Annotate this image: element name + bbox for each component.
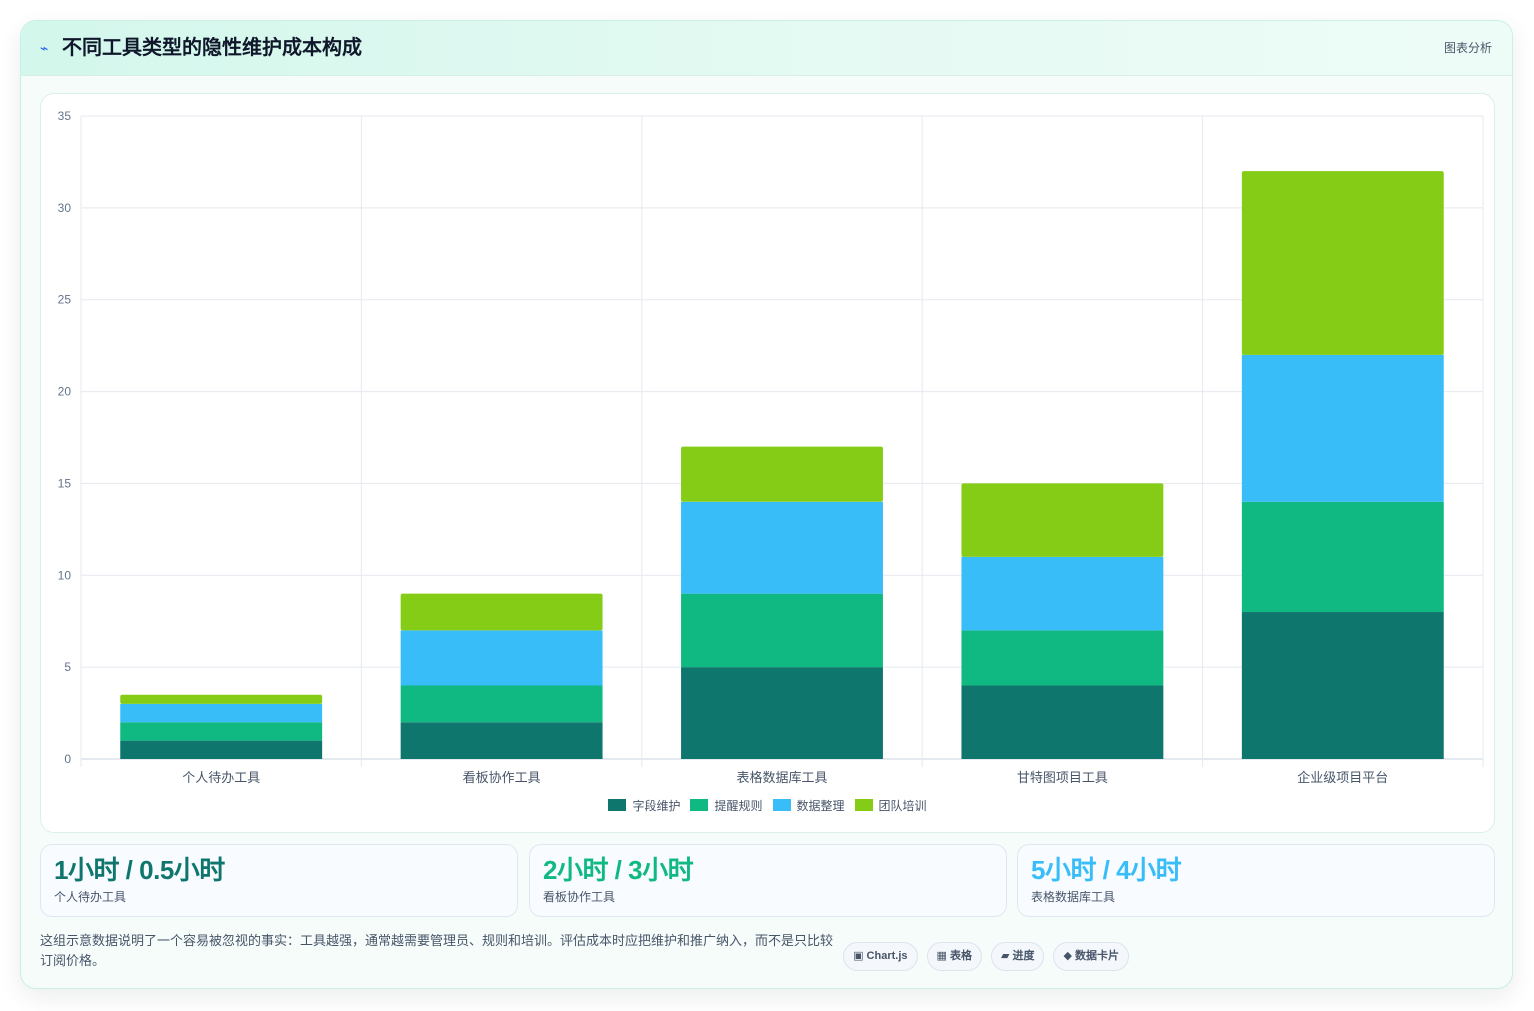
chart-legend: 字段维护 提醒规则 数据整理 团队培训 (41, 796, 1494, 814)
stat-value: 1小时 / 0.5小时 (54, 855, 225, 885)
x-tick-label: 企业级项目平台 (1297, 770, 1388, 785)
stacked-bar-chart: 0 5 10 15 20 25 30 35 个人待办工具 看板协作工具 表格数据库工具 甘特图项目工具… (58, 109, 1484, 785)
progress-chip[interactable]: ▰ 进度 (990, 942, 1045, 971)
data-card-chip[interactable]: ◆ 数据卡片 (1053, 942, 1129, 971)
x-tick-label: 甘特图项目工具 (1017, 770, 1108, 785)
stat-label: 看板协作工具 (543, 890, 616, 904)
legend-swatch (772, 799, 791, 811)
y-tick-label: 5 (64, 660, 71, 674)
legend-item[interactable]: 团队培训 (854, 796, 927, 814)
bar-segment (681, 667, 883, 759)
bar-segment (961, 483, 1164, 557)
bar-segment (961, 556, 1164, 631)
chart-card: ⌁ 不同工具类型的隐性维护成本构成 图表分析 0 5 10 15 20 25 30 35 个人待… (20, 20, 1513, 989)
legend-swatch (690, 799, 709, 811)
stat-cards: 1小时 / 0.5小时 个人待办工具 2小时 / 3小时 看板协作工具 5小时 … (40, 844, 1495, 917)
bar-segment (400, 722, 603, 759)
bar-segment (400, 685, 603, 723)
legend-label: 字段维护 (632, 798, 681, 813)
bolt-icon: ⌁ (40, 40, 49, 56)
bar-segment (961, 630, 1164, 686)
header-tag: 图表分析 (1443, 41, 1492, 55)
legend-label: 提醒规则 (714, 798, 763, 813)
chart-chip[interactable]: ▣ Chart.js (843, 942, 918, 971)
bar-segment (1241, 171, 1444, 355)
chart-note: 这组示意数据说明了一个容易被忽视的事实：工具越强，通常越需要管理员、规则和培训。… (40, 933, 834, 968)
legend-item[interactable]: 数据整理 (772, 796, 845, 814)
legend-item[interactable]: 提醒规则 (690, 796, 763, 814)
stat-card-kanban: 2小时 / 3小时 看板协作工具 (529, 844, 1007, 917)
y-tick-label: 35 (58, 109, 72, 123)
bar-segment (120, 694, 323, 704)
bar-segment (681, 593, 883, 668)
x-tick-label: 表格数据库工具 (736, 770, 827, 785)
legend-label: 团队培训 (878, 798, 927, 813)
chart-area: 0 5 10 15 20 25 30 35 个人待办工具 看板协作工具 表格数据库工具 甘特图项目工具… (40, 93, 1495, 833)
bar-segment (961, 685, 1164, 759)
y-tick-label: 30 (58, 201, 72, 215)
stat-value: 2小时 / 3小时 (543, 855, 694, 885)
bar-segment (120, 722, 323, 741)
legend-item[interactable]: 字段维护 (608, 796, 680, 814)
bar-segment (1241, 612, 1444, 759)
legend-swatch (608, 799, 627, 811)
y-tick-label: 25 (58, 293, 72, 307)
stat-label: 表格数据库工具 (1031, 890, 1116, 904)
y-tick-label: 15 (58, 476, 72, 490)
legend-label: 数据整理 (796, 798, 845, 813)
stat-card-personal: 1小时 / 0.5小时 个人待办工具 (40, 844, 518, 917)
stat-card-database: 5小时 / 4小时 表格数据库工具 (1017, 844, 1495, 917)
chart-title: 不同工具类型的隐性维护成本构成 (62, 37, 362, 59)
bar-segment (681, 446, 883, 502)
y-tick-label: 0 (64, 752, 71, 766)
stat-value: 5小时 / 4小时 (1031, 855, 1182, 885)
bar-segment (681, 501, 883, 594)
bar-segment (1241, 501, 1444, 613)
bar-segment (120, 703, 323, 723)
y-tick-label: 10 (58, 568, 72, 582)
x-tick-label: 看板协作工具 (463, 770, 541, 785)
stat-label: 个人待办工具 (54, 890, 127, 904)
card-header: ⌁ 不同工具类型的隐性维护成本构成 图表分析 (21, 21, 1512, 76)
table-chip[interactable]: ▦ 表格 (926, 942, 982, 971)
y-tick-label: 20 (58, 385, 72, 399)
tech-chips: ▣ Chart.js ▦ 表格 ▰ 进度 ◆ 数据卡片 (843, 942, 1129, 971)
bar-segment (1241, 354, 1444, 502)
bar-segment (120, 740, 323, 759)
legend-swatch (854, 799, 873, 811)
bar-segment (400, 593, 603, 631)
bar-segment (400, 630, 603, 686)
x-tick-label: 个人待办工具 (182, 770, 260, 785)
